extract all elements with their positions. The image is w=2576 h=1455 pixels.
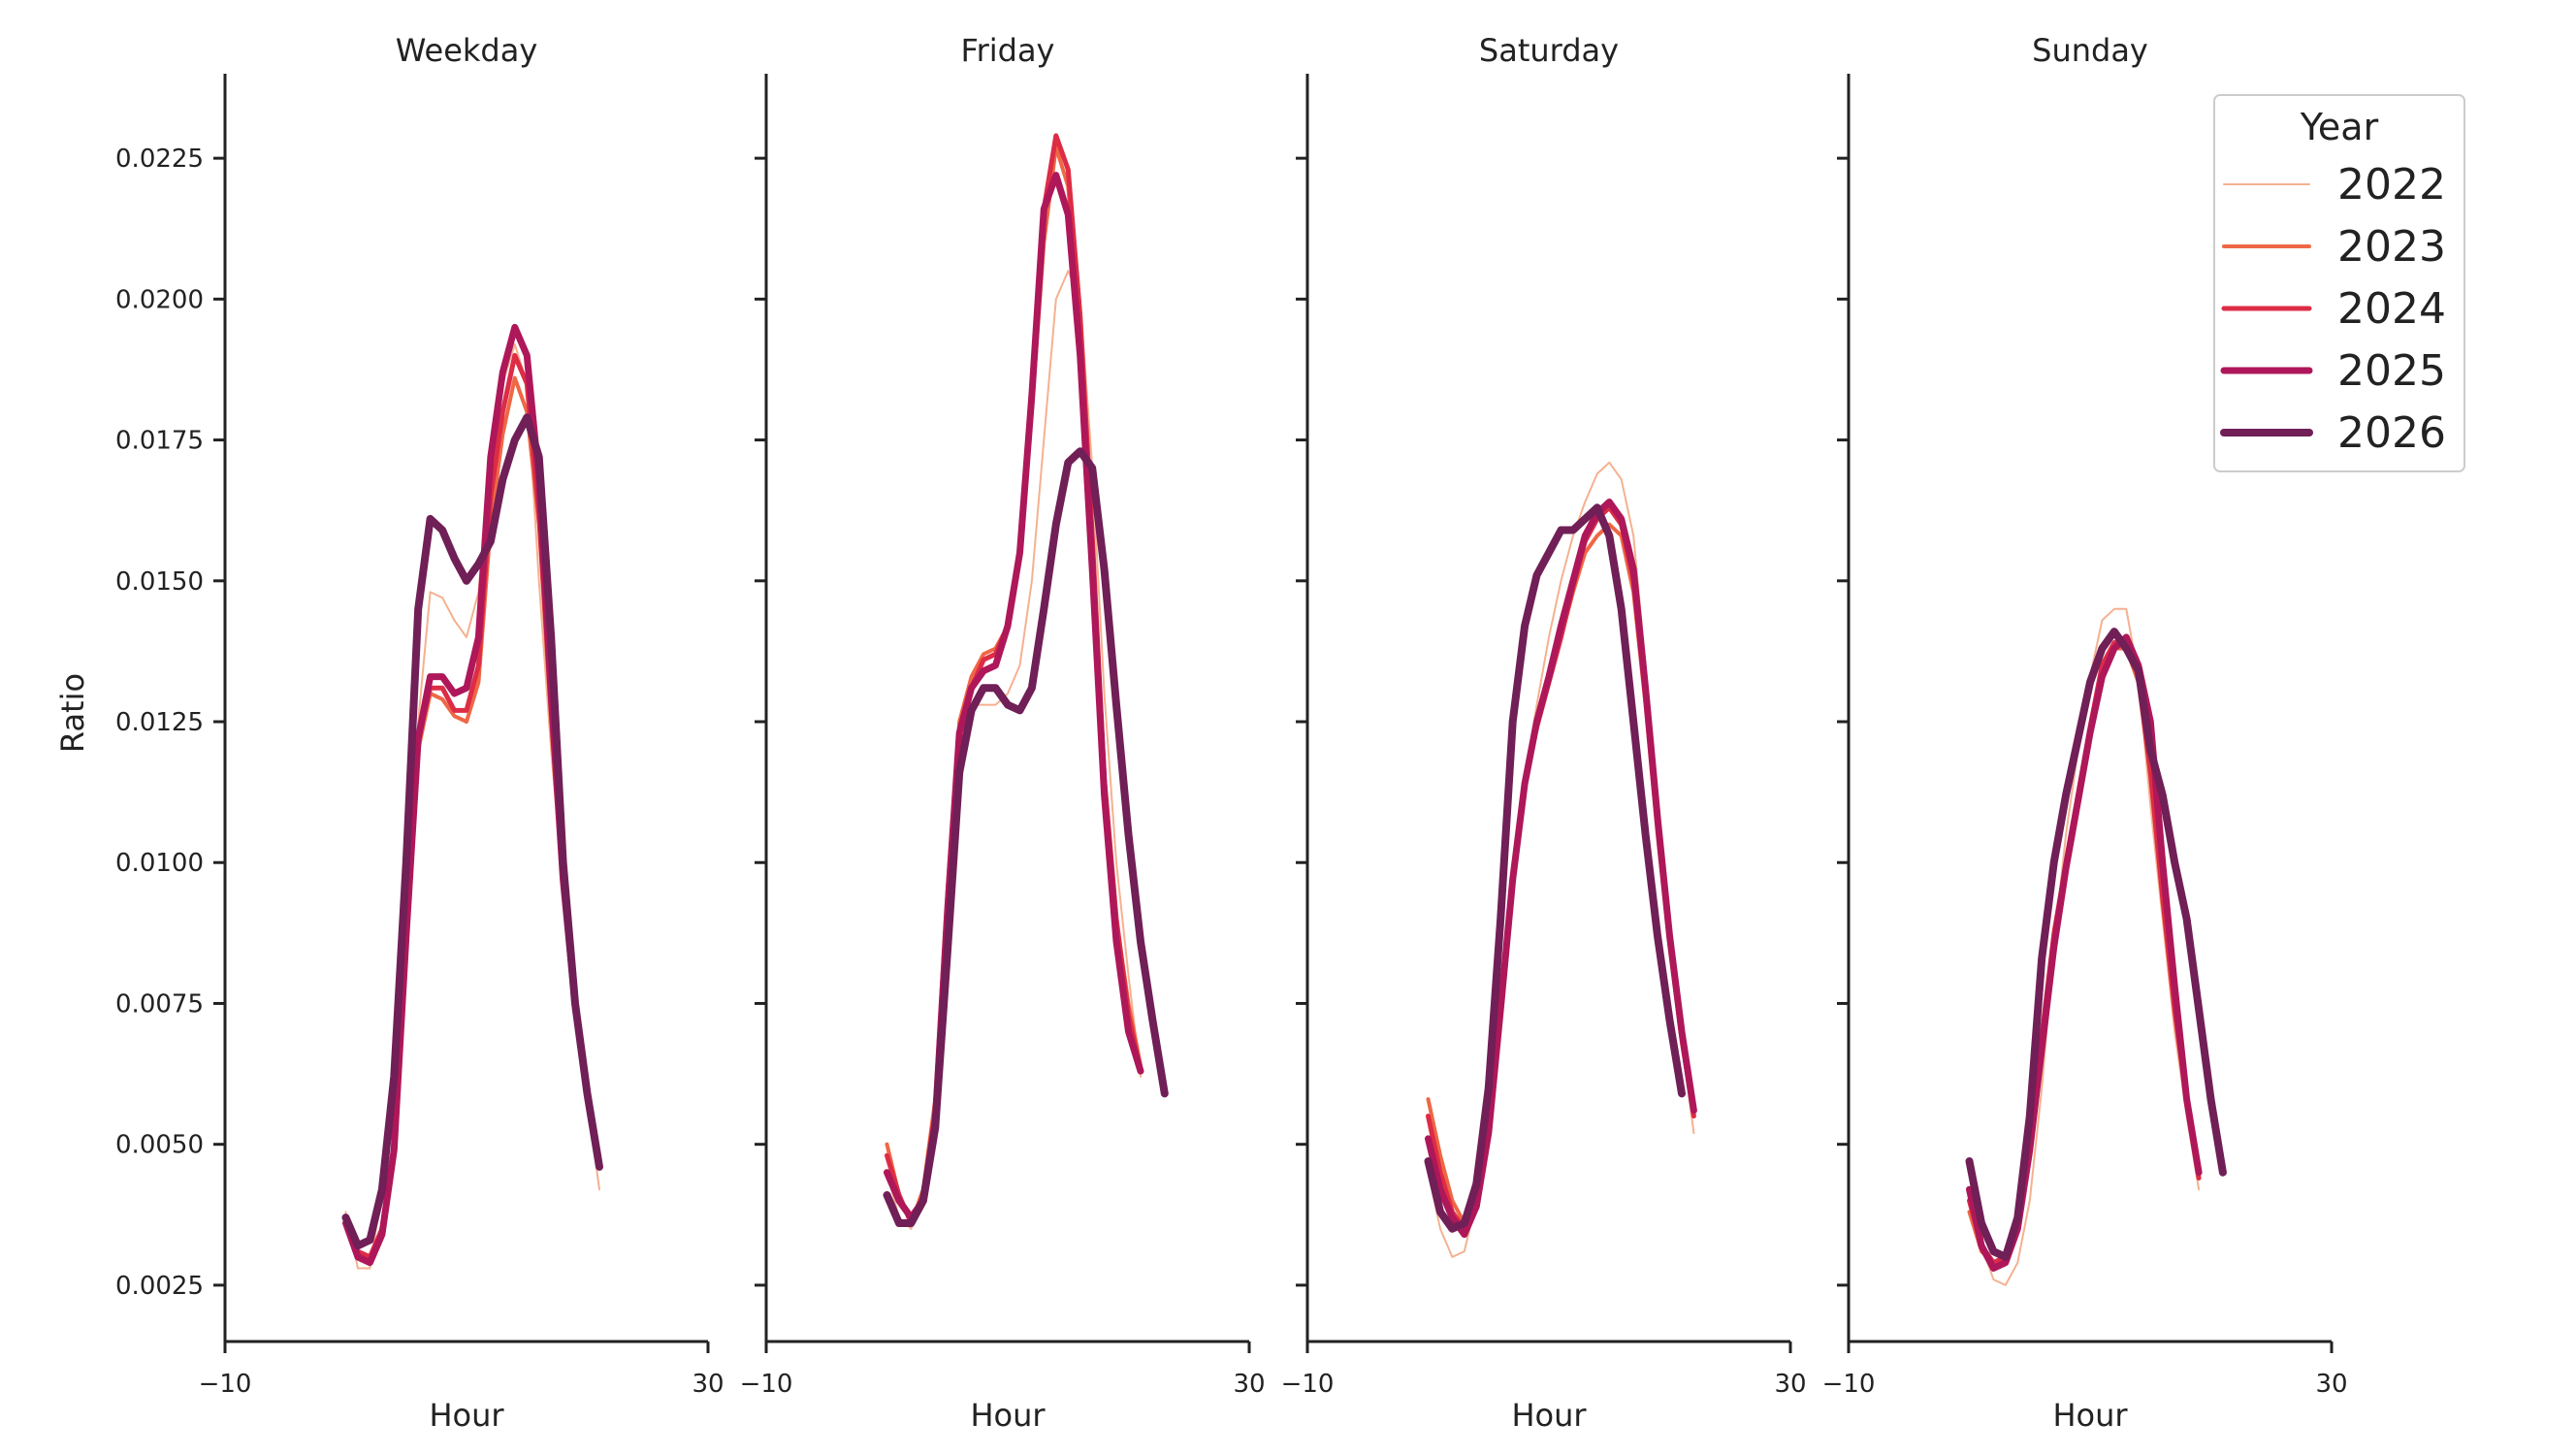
- legend: Year 2022 2023 2024 2025 2026: [2213, 94, 2465, 472]
- series-line-2026: [1965, 628, 2227, 1261]
- legend-label: 2026: [2337, 408, 2446, 458]
- legend-item-2023: 2023: [2222, 222, 2446, 272]
- panel-title: Saturday: [1479, 32, 1619, 69]
- x-axis-label: Hour: [1511, 1397, 1587, 1434]
- y-tick-label: 0.0150: [115, 567, 204, 597]
- legend-label: 2024: [2337, 284, 2446, 334]
- legend-items: 2022 2023 2024 2025 2026: [2220, 160, 2446, 458]
- legend-label: 2022: [2337, 160, 2446, 210]
- legend-item-2024: 2024: [2221, 284, 2446, 334]
- x-tick-label: 30: [1233, 1370, 1265, 1399]
- panel-sunday: Sunday −10 30 Hour: [1822, 32, 2348, 1434]
- series-line-2026: [1424, 503, 1686, 1233]
- series-line-2022: [1427, 461, 1695, 1258]
- x-tick-label: 30: [692, 1370, 724, 1399]
- x-tick-label: −10: [1281, 1370, 1335, 1399]
- series-line-2025: [1425, 499, 1697, 1239]
- x-tick-label: 30: [2315, 1370, 2347, 1399]
- legend-item-2026: 2026: [2220, 408, 2446, 458]
- legend-label: 2025: [2337, 346, 2446, 396]
- y-tick-label: 0.0100: [115, 849, 204, 878]
- x-tick-label: −10: [740, 1370, 793, 1399]
- panel-title: Sunday: [2032, 32, 2148, 69]
- y-axis-label: Ratio: [54, 673, 91, 753]
- panels: Weekday 0.0025 0.0050 0.0075 0.0100 0.0125 0.0…: [115, 32, 2348, 1434]
- y-tick-label: 0.0125: [115, 708, 204, 737]
- x-axis-label: Hour: [970, 1397, 1046, 1434]
- legend-label: 2023: [2337, 222, 2446, 272]
- legend-title: Year: [2300, 106, 2379, 148]
- y-tick-label: 0.0025: [115, 1272, 204, 1301]
- legend-item-2022: 2022: [2223, 160, 2446, 210]
- panel-friday: Friday −10 30 Hour: [740, 32, 1266, 1434]
- y-tick-label: 0.0225: [115, 145, 204, 174]
- y-tick-label: 0.0075: [115, 989, 204, 1018]
- x-tick-label: −10: [1822, 1370, 1876, 1399]
- y-tick-label: 0.0175: [115, 427, 204, 456]
- series-line-2026: [341, 413, 603, 1250]
- panel-title: Weekday: [396, 32, 538, 69]
- series-line-2024: [1967, 634, 2202, 1266]
- series-line-2023: [885, 145, 1143, 1225]
- y-tick-label: 0.0050: [115, 1131, 204, 1160]
- legend-frame: [2213, 94, 2465, 472]
- series-line-2025: [1966, 633, 2203, 1272]
- x-axis-label: Hour: [429, 1397, 504, 1434]
- x-tick-label: 30: [1774, 1370, 1806, 1399]
- y-tick-label: 0.0200: [115, 285, 204, 314]
- panel-title: Friday: [961, 32, 1055, 69]
- legend-item-2025: 2025: [2220, 346, 2446, 396]
- series-line-2026: [883, 447, 1169, 1227]
- panel-weekday: Weekday 0.0025 0.0050 0.0075 0.0100 0.0125 0.0…: [115, 32, 724, 1434]
- panel-saturday: Saturday −10 30 Hour: [1281, 32, 1807, 1434]
- x-tick-label: −10: [199, 1370, 252, 1399]
- x-axis-label: Hour: [2052, 1397, 2128, 1434]
- series-line-2023: [1967, 646, 2202, 1265]
